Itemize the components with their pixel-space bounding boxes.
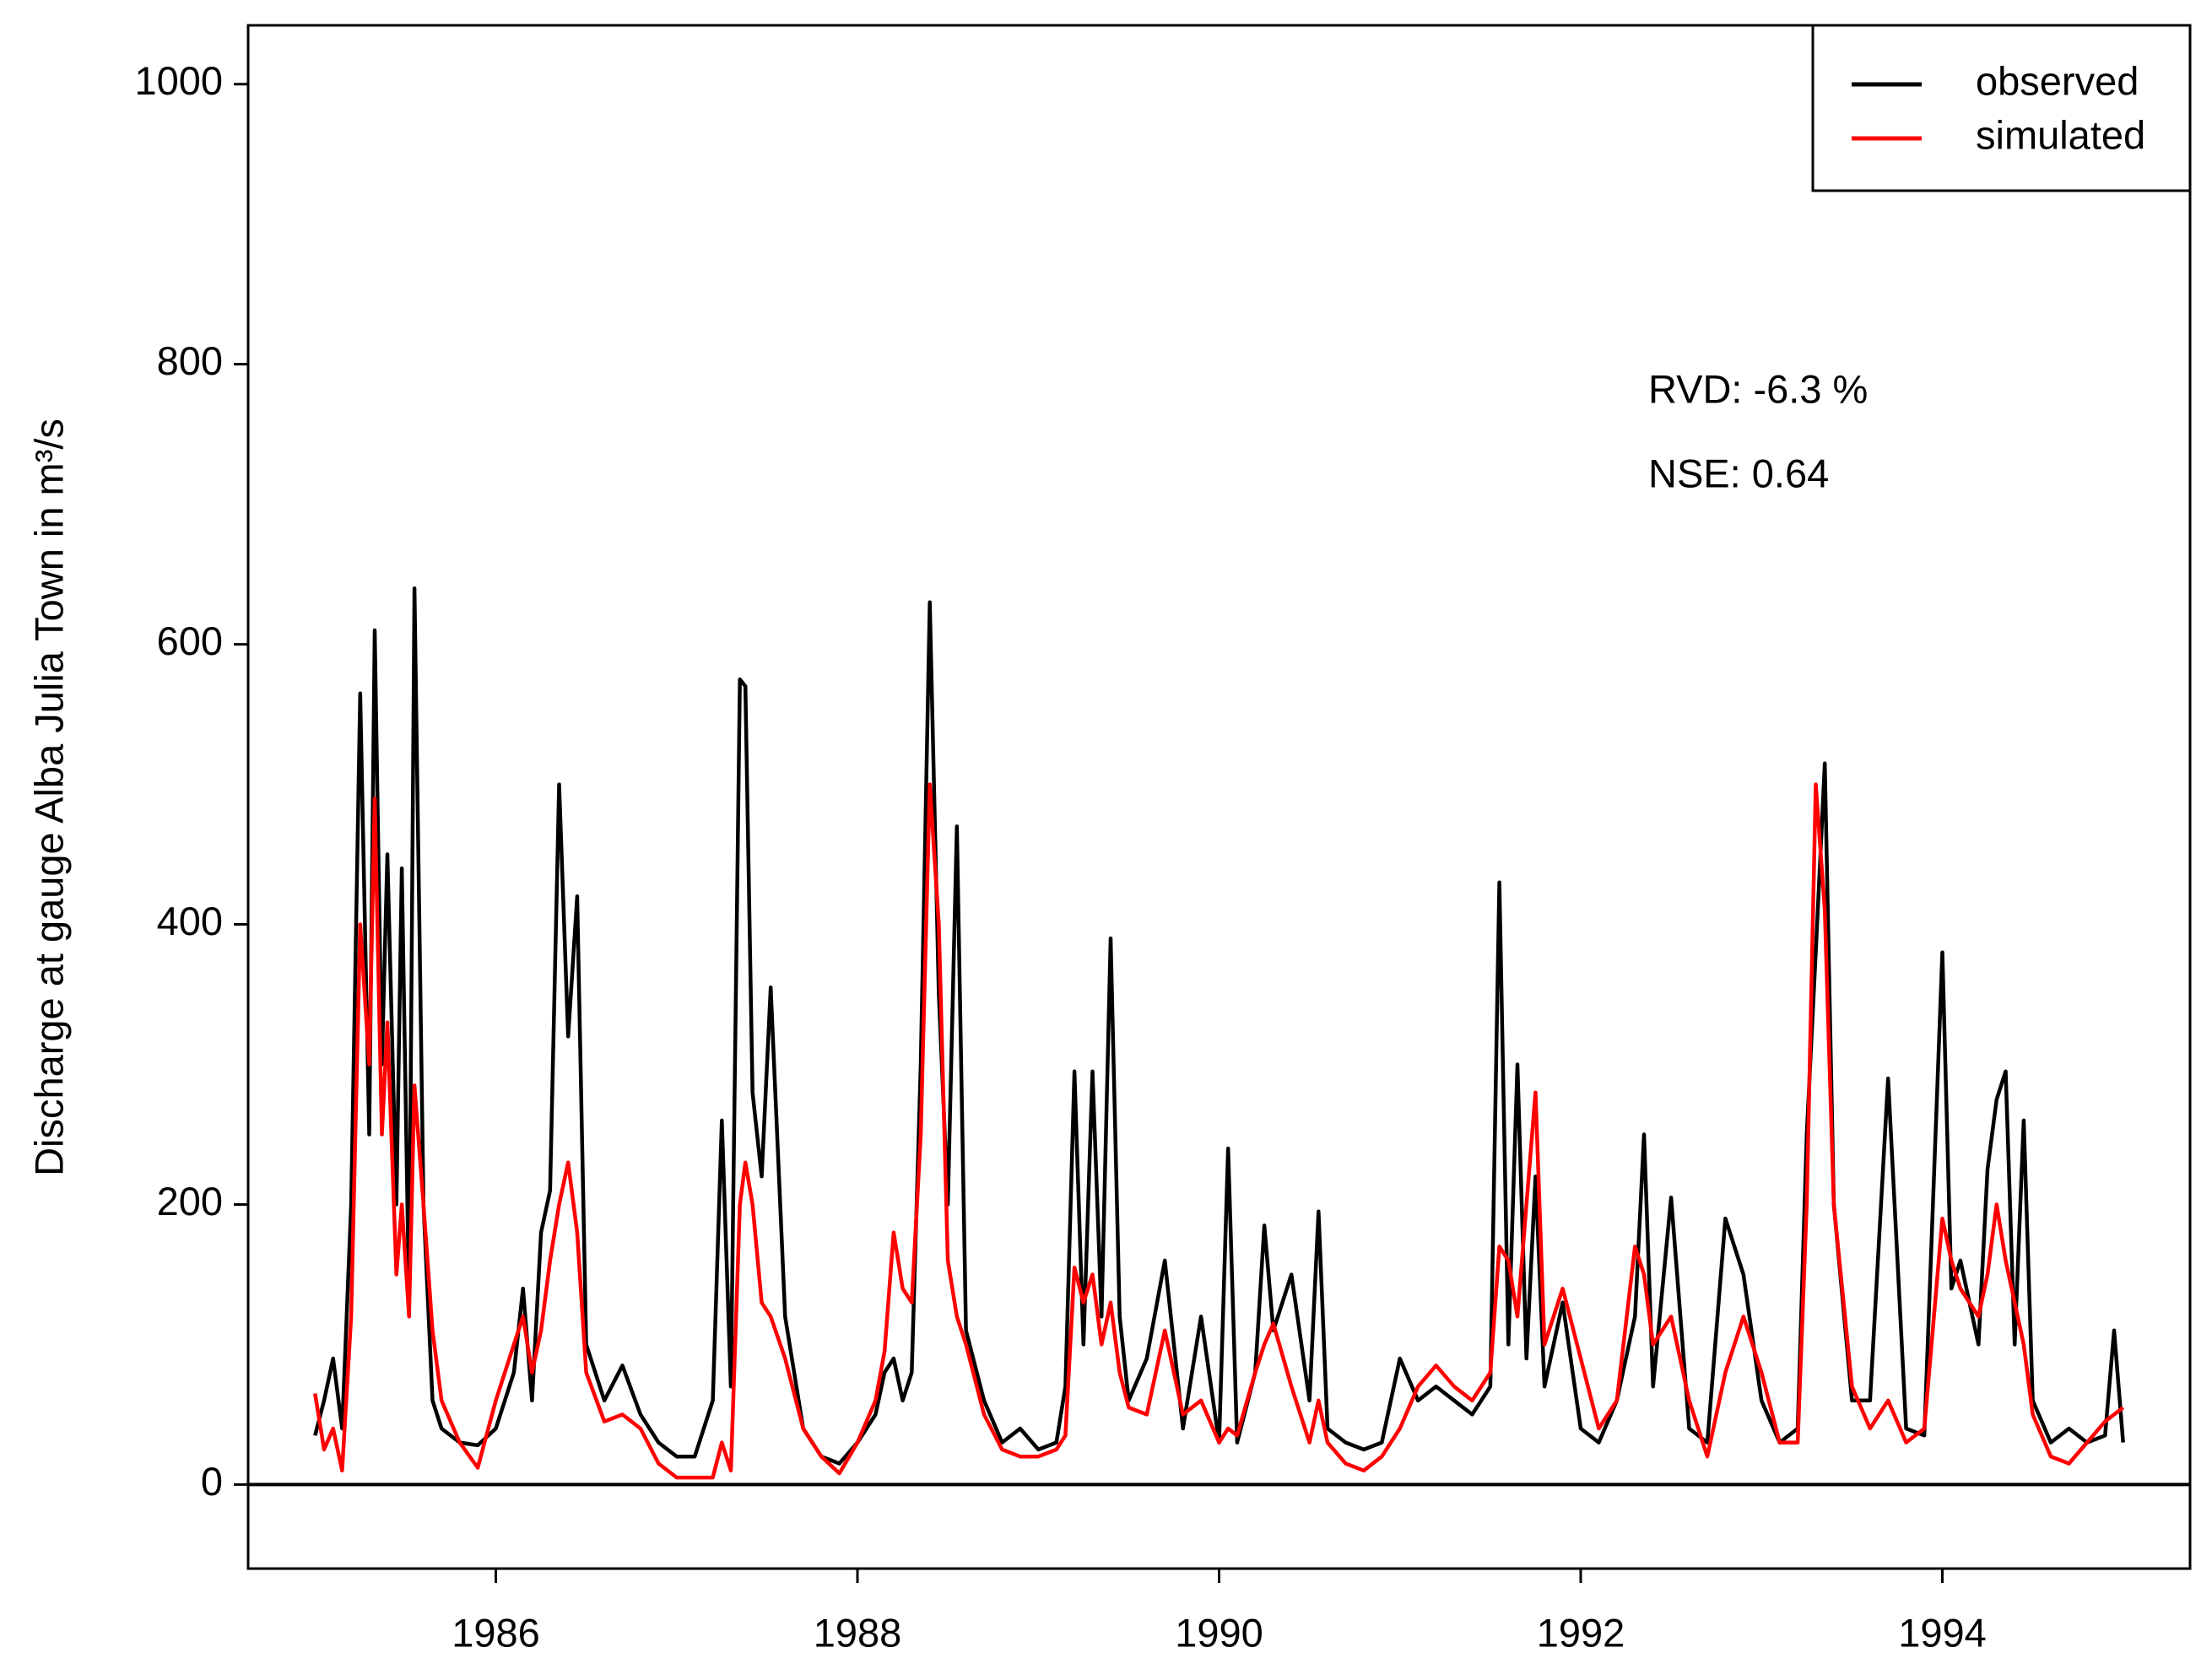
y-tick-label: 1000 (134, 58, 223, 103)
annotation: RVD: -6.3 % (1648, 366, 1868, 411)
y-tick-label: 200 (157, 1179, 223, 1223)
x-tick-label: 1992 (1537, 1610, 1625, 1655)
y-axis-label: Discharge at gauge Alba Julia Town in m³… (26, 419, 71, 1176)
legend-label: simulated (1976, 112, 2145, 157)
series-line (313, 586, 2125, 1466)
y-tick-label: 600 (157, 618, 223, 663)
legend-label: observed (1976, 58, 2139, 103)
series-line (313, 782, 2125, 1480)
y-tick-label: 800 (157, 338, 223, 383)
x-tick-label: 1986 (452, 1610, 540, 1655)
x-tick-label: 1988 (814, 1610, 902, 1655)
y-tick-label: 400 (157, 899, 223, 943)
legend-box (1811, 24, 2192, 192)
x-tick-label: 1994 (1898, 1610, 1987, 1655)
annotation: NSE: 0.64 (1648, 451, 1829, 495)
y-tick-label: 0 (201, 1459, 223, 1504)
x-tick-label: 1990 (1175, 1610, 1263, 1655)
